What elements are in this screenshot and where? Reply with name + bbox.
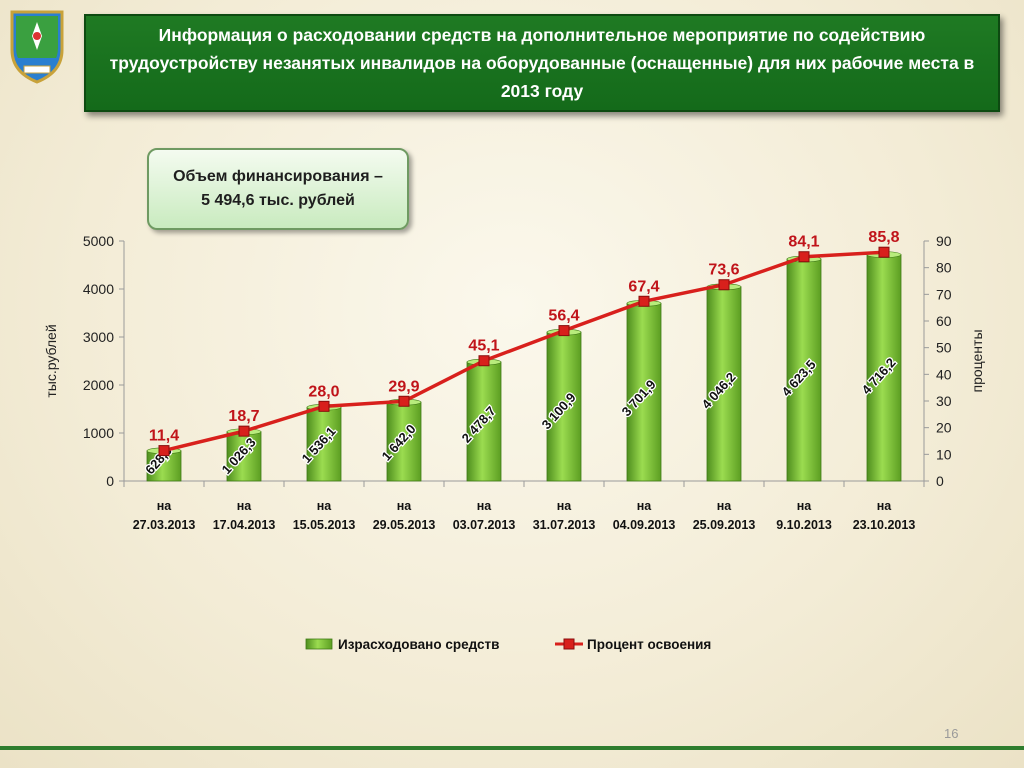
bar	[786, 258, 822, 482]
percent-series-line	[163, 250, 885, 453]
x-category-label: на 31.07.2013	[533, 499, 596, 532]
percent-marker	[638, 295, 650, 307]
x-category-label: на 29.05.2013	[373, 499, 436, 532]
x-category-label: на 27.03.2013	[133, 499, 196, 532]
percent-data-label: 84,1	[788, 234, 819, 251]
percent-marker	[318, 400, 330, 412]
category-labels-group: на 27.03.2013 на 17.04.2013 на 15.05.2013 на 29…	[133, 499, 916, 532]
right-tick-label: 80	[936, 260, 952, 276]
legend-line-label: Процент освоения	[587, 637, 711, 652]
right-tick-label: 50	[936, 340, 952, 356]
left-tick-label: 1000	[83, 425, 114, 441]
x-category-label: на 25.09.2013	[693, 499, 756, 532]
legend-bar-label: Израсходовано средств	[338, 637, 499, 652]
bar	[626, 302, 662, 482]
right-tick-label: 30	[936, 393, 952, 409]
bars-group	[146, 251, 902, 482]
x-category-label: на 15.05.2013	[293, 499, 356, 532]
coat-of-arms-logo	[10, 10, 64, 84]
percent-data-label: 18,7	[228, 408, 259, 425]
percent-marker	[878, 246, 890, 258]
left-tick-label: 4000	[83, 281, 114, 297]
right-tick-label: 20	[936, 420, 952, 436]
right-tick-label: 90	[936, 233, 952, 249]
x-category-label: на 17.04.2013	[213, 499, 276, 532]
legend: Израсходовано средств Процент освоения	[305, 637, 711, 652]
percent-data-label: 73,6	[708, 262, 739, 279]
percent-line-group: 11,4 18,7 28,0 29,9 45,1 56,4 67,4 73,6 84,1 85,8	[149, 229, 900, 457]
percent-marker	[718, 279, 730, 291]
percent-data-label: 67,4	[628, 278, 659, 295]
percent-data-label: 56,4	[548, 308, 579, 325]
percent-data-label: 11,4	[149, 428, 179, 445]
bar	[306, 406, 342, 482]
bar	[466, 361, 502, 482]
percent-marker	[478, 355, 490, 367]
title-banner: Информация о расходовании средств на доп…	[84, 14, 1000, 112]
percent-data-label: 29,9	[388, 378, 419, 395]
percent-marker	[398, 395, 410, 407]
bar	[546, 331, 582, 482]
left-tick-label: 5000	[83, 233, 114, 249]
percent-marker	[798, 251, 810, 263]
funding-amount: 5 494,6 тыс. рублей	[201, 192, 355, 209]
axes-group: 0 1000 2000 3000 4000 5000 0 10 20 30 40 50 60 70 80 90…	[43, 233, 985, 489]
x-category-label: на 04.09.2013	[613, 499, 676, 532]
y-axis-label-right: проценты	[969, 329, 985, 392]
legend-bar-swatch	[305, 638, 333, 650]
percent-marker	[238, 425, 250, 437]
funding-line-1: Объем финансирования –	[173, 168, 383, 185]
right-tick-label: 40	[936, 366, 952, 382]
percent-data-label: 45,1	[468, 338, 499, 355]
x-category-label: на 03.07.2013	[453, 499, 516, 532]
right-tick-label: 0	[936, 473, 944, 489]
x-category-label: на 9.10.2013	[776, 499, 832, 532]
percent-data-label: 85,8	[868, 229, 899, 246]
percent-marker	[558, 325, 570, 337]
percent-marker	[158, 445, 170, 457]
right-tick-label: 60	[936, 313, 952, 329]
legend-line-marker	[563, 638, 575, 650]
footer-divider	[0, 746, 1024, 750]
y-axis-label-left: тыс.рублей	[43, 324, 59, 397]
slide-title: Информация о расходовании средств на доп…	[109, 25, 975, 101]
bar	[866, 254, 902, 482]
left-tick-label: 0	[106, 473, 114, 489]
bar	[386, 401, 422, 482]
bar	[226, 431, 262, 482]
percent-data-label: 28,0	[308, 383, 339, 400]
left-tick-label: 2000	[83, 377, 114, 393]
right-tick-label: 10	[936, 446, 952, 462]
left-tick-label: 3000	[83, 329, 114, 345]
x-category-label: на 23.10.2013	[853, 499, 916, 532]
right-tick-label: 70	[936, 286, 952, 302]
funding-text: Объем финансирования – 5 494,6 тыс. рубл…	[173, 165, 383, 213]
funding-box: Объем финансирования – 5 494,6 тыс. рубл…	[147, 148, 409, 230]
bar	[706, 286, 742, 482]
page-number: 16	[944, 726, 959, 741]
